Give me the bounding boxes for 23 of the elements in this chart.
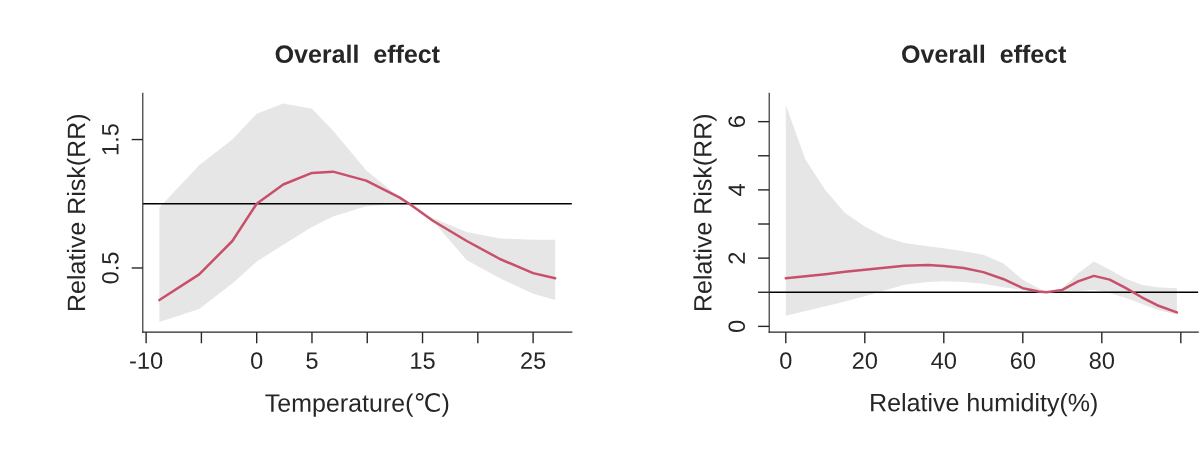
x-axis-title: Temperature(℃) [265,393,449,417]
x-tick-label: 25 [521,352,546,369]
y-tick-label: 1.5 [102,124,119,155]
x-tick-label: 80 [1089,352,1115,369]
x-tick-label: -10 [130,352,163,369]
line-series [158,170,557,302]
y-tick-label: 4 [728,184,745,196]
x-axis-title: Relative humidity(%) [871,393,1097,417]
y-tick-label: 6 [728,116,746,128]
x-tick-label: 40 [931,352,957,369]
x-tick-label: 15 [411,352,435,369]
y-axis-title: Relative Risk(RR) [693,114,717,311]
x-tick-label: 5 [306,352,318,369]
x-tick-label: 60 [1010,352,1036,369]
y-axis-title: Relative Risk(RR) [66,114,91,311]
x-tick-label: 20 [852,352,878,369]
y-tick-label: 0 [728,320,746,333]
chart-title: Overall effect [902,44,1067,64]
y-tick-label: 0.5 [101,252,119,284]
x-tick-label: 0 [780,352,792,369]
y-tick-label: 2 [728,252,745,264]
chart-title: Overall effect [275,44,440,64]
x-tick-label: 0 [251,352,263,369]
